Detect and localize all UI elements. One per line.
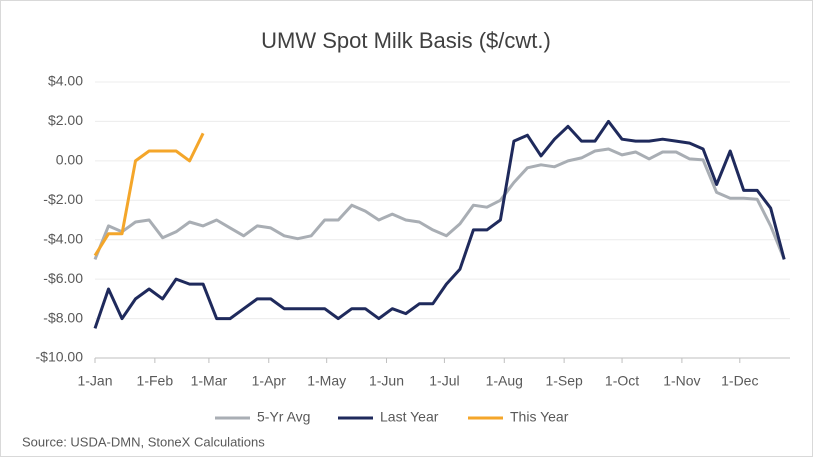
source-note: Source: USDA-DMN, StoneX Calculations [22, 434, 265, 449]
y-tick-label: -$2.00 [43, 191, 83, 207]
legend-label: Last Year [380, 409, 439, 425]
x-tick-label: 1-Apr [252, 373, 287, 389]
y-tick-label: $4.00 [48, 73, 83, 89]
legend-label: This Year [510, 409, 569, 425]
y-tick-label: -$8.00 [43, 309, 83, 325]
x-tick-label: 1-Aug [486, 373, 523, 389]
y-tick-label: -$10.00 [36, 349, 84, 365]
y-tick-label: -$6.00 [43, 270, 83, 286]
x-tick-label: 1-May [307, 373, 346, 389]
x-tick-label: 1-Feb [137, 373, 174, 389]
y-tick-label: $2.00 [48, 112, 83, 128]
y-tick-label: 0.00 [56, 152, 83, 168]
legend-label: 5-Yr Avg [257, 409, 310, 425]
y-tick-label: -$4.00 [43, 230, 83, 246]
chart-title: UMW Spot Milk Basis ($/cwt.) [261, 28, 551, 53]
x-tick-label: 1-Nov [663, 373, 700, 389]
x-tick-label: 1-Dec [721, 373, 758, 389]
x-tick-label: 1-Mar [191, 373, 228, 389]
x-tick-label: 1-Jan [77, 373, 112, 389]
series-line [93, 147, 786, 260]
series-line [93, 132, 205, 257]
series-line [93, 119, 786, 329]
x-tick-label: 1-Oct [605, 373, 639, 389]
x-tick-label: 1-Jul [429, 373, 459, 389]
x-tick-label: 1-Sep [545, 373, 583, 389]
x-tick-label: 1-Jun [369, 373, 404, 389]
